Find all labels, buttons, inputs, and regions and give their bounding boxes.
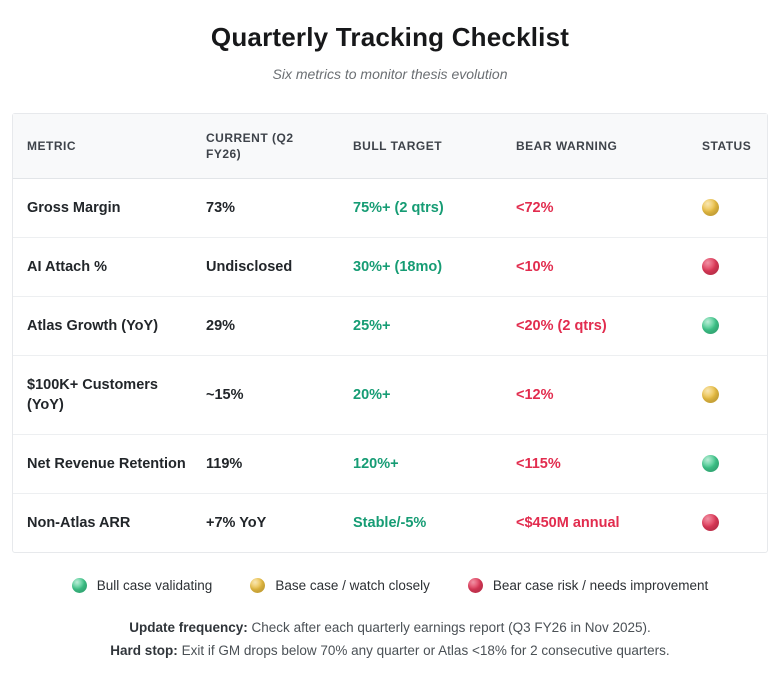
- bull-target-cell: 30%+ (18mo): [353, 259, 443, 275]
- current-value-cell: 73%: [206, 200, 236, 216]
- table-body: Gross Margin 73% 75%+ (2 qtrs) <72% AI A…: [13, 179, 767, 552]
- current-value-cell: 119%: [206, 456, 243, 472]
- metric-label: Net Revenue Retention: [27, 456, 186, 472]
- legend-item: Bull case validating: [71, 578, 213, 593]
- status-dot-icon: [702, 514, 719, 532]
- metric-label: AI Attach %: [27, 259, 108, 275]
- legend-dot-icon: [71, 578, 87, 593]
- status-cell: [694, 258, 767, 276]
- status-dot-icon: [702, 199, 719, 217]
- status-cell: [694, 386, 767, 404]
- bull-target-cell: 25%+: [353, 318, 391, 334]
- table-row: Net Revenue Retention 119% 120%+ <115%: [13, 435, 767, 494]
- header-current: CURRENT (Q2 FY26): [206, 130, 353, 162]
- status-dot-icon: [702, 317, 719, 335]
- status-dot-icon: [702, 455, 719, 473]
- bear-warning-cell: <115%: [516, 456, 561, 472]
- header-current-label: CURRENT (Q2 FY26): [206, 131, 294, 161]
- header-metric: METRIC: [27, 139, 76, 153]
- legend-label: Bear case risk / needs improvement: [492, 578, 709, 593]
- footer-notes: Update frequency: Check after each quart…: [0, 616, 780, 662]
- legend-label: Bull case validating: [96, 578, 213, 593]
- bear-warning-cell: <12%: [516, 387, 554, 403]
- table-row: Non-Atlas ARR +7% YoY Stable/-5% <$450M …: [13, 494, 767, 552]
- table-row: Gross Margin 73% 75%+ (2 qtrs) <72%: [13, 179, 767, 238]
- hard-stop-label: Hard stop:: [110, 643, 178, 658]
- bear-warning-cell: <$450M annual: [516, 515, 620, 531]
- bull-target-cell: 120%+: [353, 456, 399, 472]
- status-cell: [694, 317, 767, 335]
- metric-cell: Non-Atlas ARR: [13, 513, 206, 533]
- page-subtitle: Six metrics to monitor thesis evolution: [272, 66, 508, 82]
- legend-dot-icon: [467, 578, 483, 593]
- table-header-row: METRIC CURRENT (Q2 FY26) BULL TARGET BEA…: [13, 114, 767, 179]
- bear-warning-cell: <10%: [516, 259, 554, 275]
- current-value-cell: 29%: [206, 318, 236, 334]
- legend-item: Base case / watch closely: [250, 578, 430, 593]
- bull-target-cell: 20%+: [353, 387, 391, 403]
- legend-item: Bear case risk / needs improvement: [467, 578, 709, 593]
- metric-cell: Atlas Growth (YoY): [13, 316, 206, 336]
- table-row: Atlas Growth (YoY) 29% 25%+ <20% (2 qtrs…: [13, 297, 767, 356]
- header-bear-warning: BEAR WARNING: [516, 139, 618, 153]
- metric-cell: Net Revenue Retention: [13, 454, 206, 474]
- page-title: Quarterly Tracking Checklist: [210, 22, 570, 52]
- bear-warning-cell: <72%: [516, 200, 554, 216]
- current-value-cell: ~15%: [206, 387, 244, 403]
- status-cell: [694, 455, 767, 473]
- bull-target-cell: Stable/-5%: [353, 515, 427, 531]
- table-row: $100K+ Customers (YoY) ~15% 20%+ <12%: [13, 356, 767, 435]
- metric-label: $100K+ Customers (YoY): [27, 377, 158, 413]
- legend-label: Base case / watch closely: [275, 578, 430, 593]
- table-row: AI Attach % Undisclosed 30%+ (18mo) <10%: [13, 238, 767, 297]
- status-cell: [694, 514, 767, 532]
- status-legend: Bull case validating Base case / watch c…: [0, 578, 780, 593]
- tracking-table: METRIC CURRENT (Q2 FY26) BULL TARGET BEA…: [12, 113, 768, 553]
- current-value-cell: Undisclosed: [206, 259, 293, 275]
- metric-cell: AI Attach %: [13, 257, 206, 277]
- update-frequency-text: Check after each quarterly earnings repo…: [251, 620, 651, 635]
- bull-target-cell: 75%+ (2 qtrs): [353, 200, 444, 216]
- header-status: STATUS: [702, 139, 752, 153]
- metric-cell: $100K+ Customers (YoY): [13, 375, 206, 415]
- current-value-cell: +7% YoY: [206, 515, 267, 531]
- metric-label: Non-Atlas ARR: [27, 515, 131, 531]
- legend-dot-icon: [250, 578, 266, 593]
- metric-label: Atlas Growth (YoY): [27, 318, 159, 334]
- status-dot-icon: [702, 258, 719, 276]
- status-dot-icon: [702, 386, 719, 404]
- header-bull-target: BULL TARGET: [353, 139, 443, 153]
- metric-cell: Gross Margin: [13, 198, 206, 218]
- status-cell: [694, 199, 767, 217]
- metric-label: Gross Margin: [27, 200, 121, 216]
- bear-warning-cell: <20% (2 qtrs): [516, 318, 607, 334]
- update-frequency-label: Update frequency:: [129, 620, 248, 635]
- update-frequency-note: Update frequency: Check after each quart…: [0, 616, 780, 639]
- hard-stop-note: Hard stop: Exit if GM drops below 70% an…: [0, 639, 780, 662]
- hard-stop-text: Exit if GM drops below 70% any quarter o…: [181, 643, 670, 658]
